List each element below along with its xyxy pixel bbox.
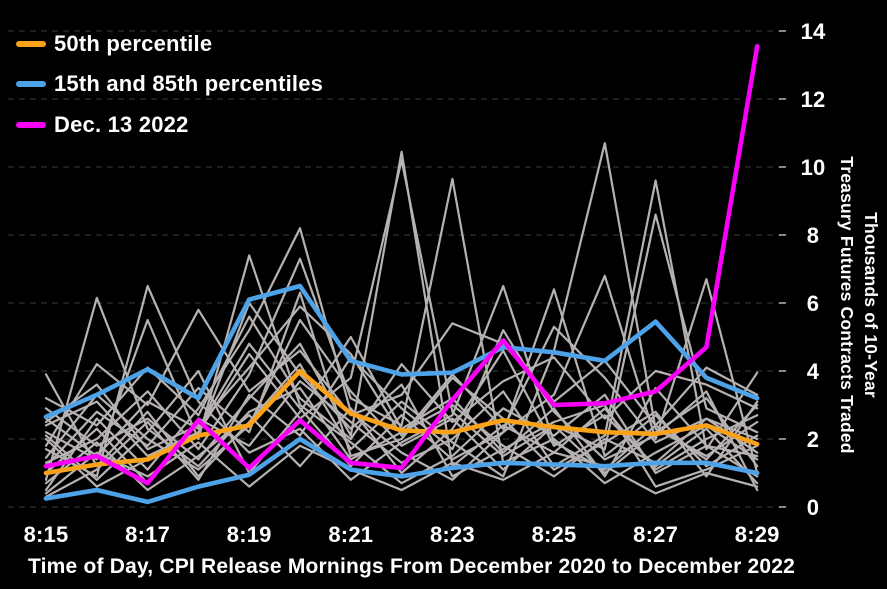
y-tick-label-6: 6	[806, 291, 820, 316]
x-tick-label-817: 8:17	[125, 522, 171, 547]
series-85th-percentile	[43, 283, 760, 420]
y-axis-label-line2: Treasury Futures Contracts Traded	[837, 156, 857, 454]
series-dec-13-2022	[43, 43, 760, 486]
series-15th-percentile	[43, 436, 760, 505]
y-tick-label-10: 10	[800, 155, 826, 180]
y-axis-label: Thousands of 10-Year Treasury Futures Co…	[835, 135, 883, 475]
legend-label: 15th and 85th percentiles	[54, 71, 324, 96]
legend-swatch-blue	[16, 81, 46, 87]
x-tick-label-825: 8:25	[531, 522, 577, 547]
y-tick-label-0: 0	[806, 495, 820, 520]
x-axis-title: Time of Day, CPI Release Mornings From D…	[28, 555, 795, 578]
y-tick-label-14: 14	[800, 19, 826, 44]
legend-item-50th-percentile: 50th percentile	[16, 31, 212, 57]
series-50th-percentile	[43, 368, 760, 476]
y-axis-label-line1: Thousands of 10-Year	[861, 212, 881, 398]
legend-item-15th-85th-percentiles: 15th and 85th percentiles	[16, 71, 323, 97]
x-tick-label-819: 8:19	[226, 522, 272, 547]
y-tick-label-2: 2	[806, 427, 820, 452]
series-cpi-morning-19	[44, 308, 759, 447]
series-cpi-morning-15	[44, 349, 759, 492]
y-tick-label-4: 4	[806, 359, 820, 384]
x-tick-label-821: 8:21	[328, 522, 374, 547]
series-cpi-morning-17	[44, 315, 759, 441]
x-tick-label-829: 8:29	[734, 522, 780, 547]
y-tick-label-8: 8	[806, 223, 820, 248]
y-tick-label-12: 12	[800, 87, 826, 112]
legend-label: Dec. 13 2022	[54, 112, 189, 137]
legend-item-dec-13-2022: Dec. 13 2022	[16, 112, 189, 138]
series-cpi-morning-05	[44, 254, 759, 485]
legend-swatch-orange	[16, 41, 46, 47]
series-cpi-morning-06	[44, 227, 759, 492]
legend-swatch-magenta	[16, 122, 46, 128]
legend-label: 50th percentile	[54, 31, 213, 56]
x-tick-label-815: 8:15	[23, 522, 69, 547]
series-cpi-morning-20	[44, 305, 759, 451]
x-tick-label-827: 8:27	[633, 522, 679, 547]
x-tick-label-823: 8:23	[429, 522, 475, 547]
series-cpi-morning-04	[44, 284, 759, 481]
